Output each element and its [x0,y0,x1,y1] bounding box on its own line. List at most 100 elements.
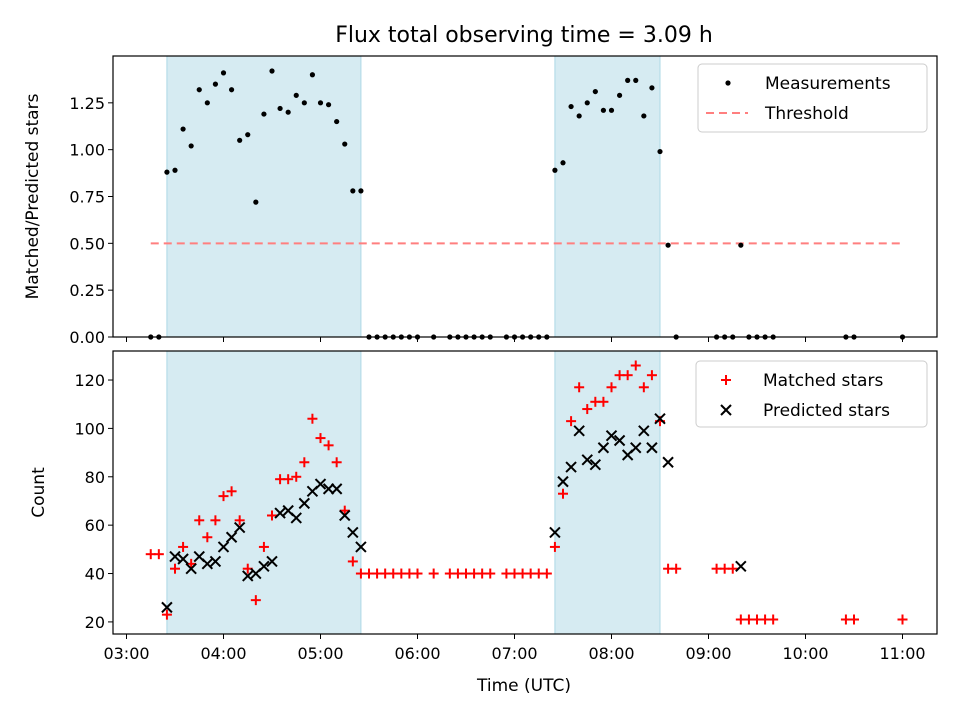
shaded-span-1 [166,55,362,338]
point-stroke-b [581,454,593,466]
legend-box [695,360,928,428]
predicted-star-point [290,512,302,524]
measurement-point [584,100,590,106]
matched-star-point [541,568,552,579]
y-tick-label: 1.25 [69,94,105,113]
point-stroke-b [654,413,666,425]
measurement-point [301,100,307,106]
matched-star-point [315,433,326,444]
measurement-point [665,242,671,248]
y-tick-label: 60 [85,516,105,535]
predicted-star-point [314,478,327,490]
measurement-point [625,77,631,83]
point-stroke-b [630,442,642,454]
measurement-point [592,88,598,95]
shaded-span-1 [166,350,362,635]
measurement-point [358,188,364,194]
point-stroke-b [225,531,238,543]
point-stroke-b [646,442,658,454]
x-tick-label: 07:00 [491,644,537,663]
measurement-point [180,126,186,132]
predicted-star-point [630,442,642,454]
matched-star-point [267,510,277,521]
measurement-point [350,188,356,194]
matched-star-point [202,532,213,543]
bottom-panel-counts: 20 40 60 80 100 120 03:00 04:00 05:00 06:00 07:00 0… [29,350,938,663]
point-stroke-b [339,509,351,522]
point-stroke-b [322,483,335,495]
point-stroke-b [597,442,610,454]
point-stroke-b [274,507,286,519]
point-stroke-b [161,601,173,614]
chart-title: Flux total observing time = 3.09 h [335,23,713,48]
axes-frame [112,350,938,635]
axes-frame [112,55,938,338]
point-stroke-b [735,560,747,572]
measurement-point [237,137,243,143]
point-stroke-b [314,478,327,490]
measurement-point [220,70,227,76]
matched-star-point [574,382,585,393]
matched-star-point [218,491,229,502]
predicted-star-point [581,454,593,466]
point-stroke-b [613,434,626,447]
x-tick-label: 09:00 [685,644,731,663]
point-stroke-b [573,425,585,437]
y-tick-label: 0.00 [69,328,105,347]
measurement-point [172,167,178,173]
top-panel-measurements: 0.00 0.25 0.50 0.75 1.00 1.25 Matched/Predicte… [23,55,938,347]
measurement-point [633,77,639,83]
measurement-point [309,72,316,78]
point-stroke-b [177,553,189,565]
predicted-star-point [613,434,626,447]
matched-star-point [646,370,657,381]
matched-star-point [566,416,577,427]
predicted-star-point [638,425,650,437]
y-tick-label: 40 [85,565,105,584]
x-axis-label: Time (UTC) [476,676,571,696]
matched-star-point [194,515,205,526]
predicted-star-point [177,553,189,565]
matched-star-point [630,360,641,371]
matched-star-point [549,541,560,552]
predicted-star-point [565,461,577,473]
y-tick-label: 80 [85,468,105,487]
predicted-star-point [735,560,747,572]
legend-label: Matched stars [763,371,883,391]
matched-star-point [622,370,633,381]
measurement-point [608,107,615,113]
legend-label: Threshold [764,104,849,124]
predicted-star-point [169,550,181,563]
matched-star-point [323,440,334,451]
measurement-point [576,113,582,119]
predicted-star-point [242,570,254,582]
measurement-point [245,132,251,138]
measurement-point [188,143,194,149]
matched-star-point [226,486,237,497]
matched-star-point [210,515,221,526]
matched-star-point [250,595,261,606]
predicted-star-point [646,442,658,454]
matched-star-point [582,404,593,415]
matched-star-point [153,549,164,560]
matched-star-point [485,568,496,579]
measurement-point [342,141,348,147]
measurement-point [325,102,332,108]
point-stroke-b [330,483,343,495]
point-stroke-b [217,541,230,553]
predicted-star-point [201,558,214,570]
point-stroke-b [266,555,278,568]
matched-star-point [638,382,649,393]
point-stroke-b [193,550,205,563]
predicted-star-point [589,458,602,471]
predicted-star-point [217,541,230,553]
point-stroke-b [282,504,294,517]
point-stroke-b [201,558,214,570]
predicted-star-point [355,541,367,553]
point-stroke-b [557,475,569,488]
x-tick-label: 08:00 [588,644,634,663]
point-stroke-b [258,560,270,572]
measurement-point [293,92,299,98]
point-stroke-b [662,456,674,468]
matched-star-point [339,505,350,516]
